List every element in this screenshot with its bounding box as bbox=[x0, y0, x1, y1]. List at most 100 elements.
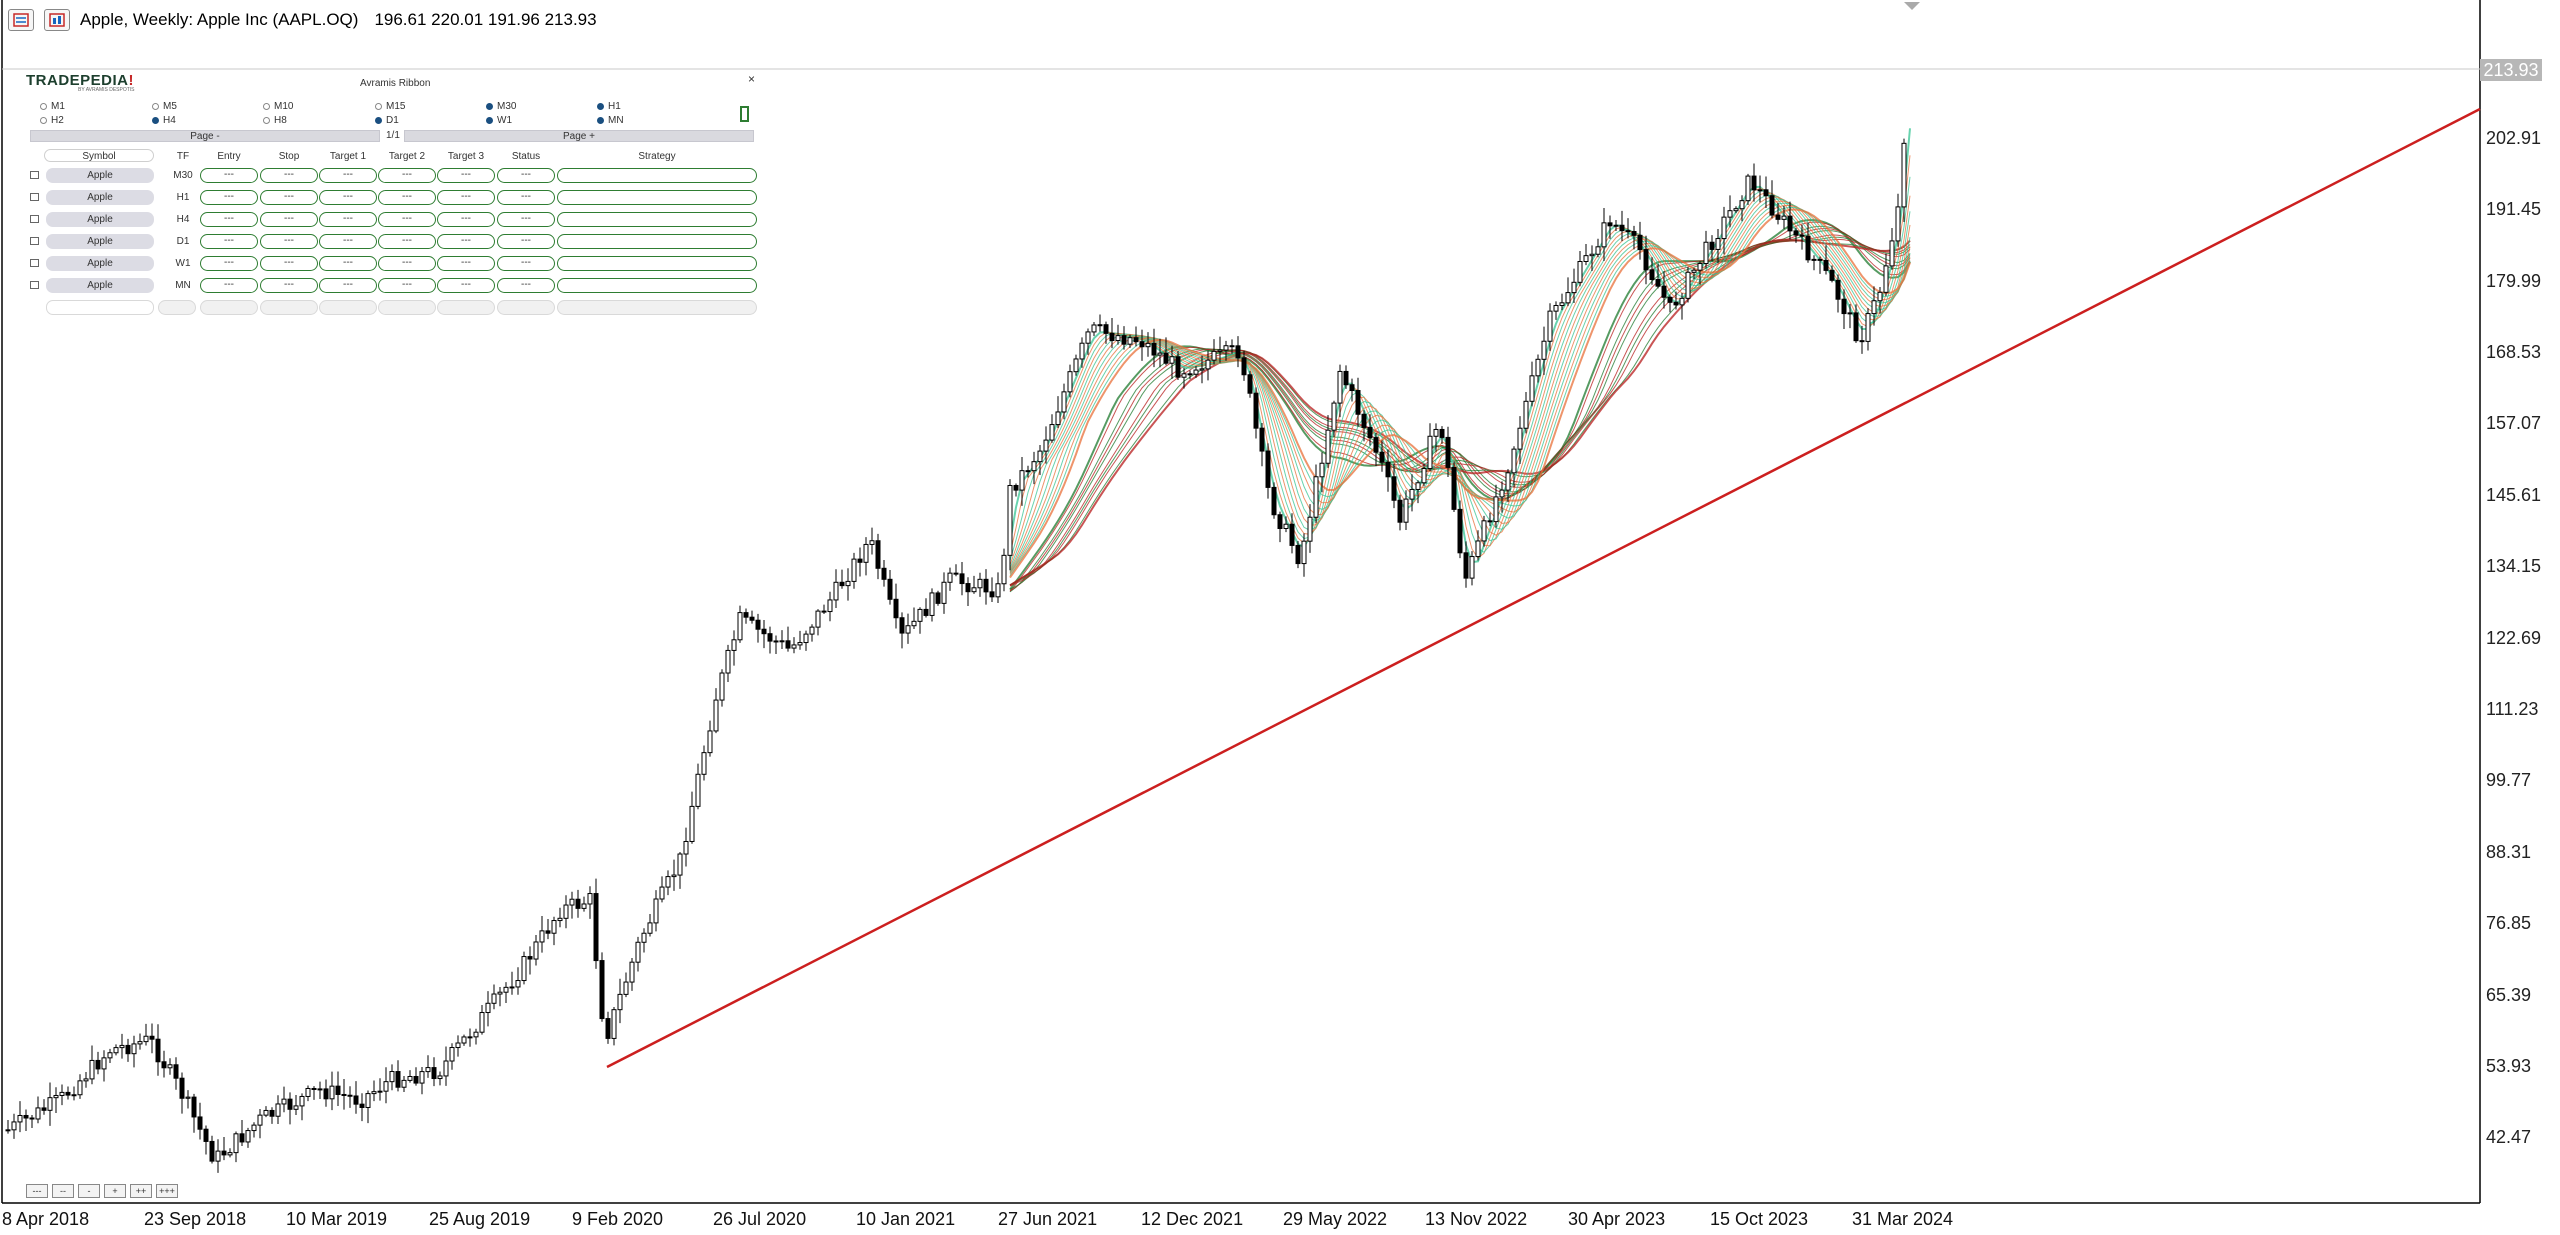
time-label: 10 Mar 2019 bbox=[286, 1209, 388, 1229]
candle-body bbox=[1181, 373, 1187, 378]
candle-body bbox=[1289, 523, 1295, 546]
candle-body bbox=[173, 1064, 179, 1079]
row-target3: --- bbox=[437, 256, 495, 271]
tf-radio-mn[interactable]: MN bbox=[597, 115, 624, 126]
table-row[interactable]: Apple H4 --- --- --- --- --- --- bbox=[22, 211, 760, 229]
candle-body bbox=[1451, 466, 1457, 510]
row-symbol[interactable]: Apple bbox=[46, 234, 154, 249]
candle-body bbox=[1901, 142, 1907, 208]
candle-body bbox=[521, 956, 527, 982]
tf-radio-d1[interactable]: D1 bbox=[375, 115, 399, 126]
candle-body bbox=[1481, 520, 1487, 542]
price-label: 122.69 bbox=[2486, 628, 2542, 648]
candle-body bbox=[1325, 429, 1331, 464]
price-label: 191.45 bbox=[2486, 199, 2542, 219]
tf-radio-m1[interactable]: M1 bbox=[40, 101, 65, 112]
candle-body bbox=[1673, 301, 1679, 306]
row-status: --- bbox=[497, 168, 555, 183]
zoom-in-button[interactable]: + bbox=[104, 1184, 126, 1198]
candle-body bbox=[1421, 468, 1427, 484]
row-checkbox[interactable] bbox=[30, 171, 39, 179]
table-row[interactable]: Apple MN --- --- --- --- --- --- bbox=[22, 277, 760, 295]
panel-toggle[interactable] bbox=[740, 106, 749, 122]
candle-body bbox=[365, 1093, 371, 1108]
row-symbol[interactable]: Apple bbox=[46, 256, 154, 271]
candle-body bbox=[1499, 489, 1505, 498]
time-label: 25 Aug 2019 bbox=[429, 1209, 531, 1229]
candle-body bbox=[1661, 285, 1667, 298]
page-prev-button[interactable]: Page - bbox=[30, 130, 380, 142]
candle-body bbox=[407, 1075, 413, 1081]
candle-body bbox=[881, 567, 887, 580]
candle-body bbox=[341, 1093, 347, 1096]
candle-body bbox=[149, 1035, 155, 1040]
tf-radio-w1[interactable]: W1 bbox=[486, 115, 512, 126]
candle-body bbox=[533, 941, 539, 960]
candle-body bbox=[1295, 544, 1301, 565]
tf-radio-h8[interactable]: H8 bbox=[263, 115, 287, 126]
row-symbol[interactable]: Apple bbox=[46, 168, 154, 183]
row-stop: --- bbox=[260, 168, 318, 183]
candle-body bbox=[191, 1096, 197, 1118]
candle-body bbox=[1355, 390, 1361, 415]
panel-title: Avramis Ribbon bbox=[360, 78, 431, 89]
zoom-in-more-button[interactable]: ++ bbox=[130, 1184, 152, 1198]
row-checkbox[interactable] bbox=[30, 281, 39, 289]
row-target1: --- bbox=[319, 190, 377, 205]
candle-body bbox=[1013, 484, 1019, 491]
row-target2: --- bbox=[378, 256, 436, 271]
candle-body bbox=[1619, 224, 1625, 232]
table-row[interactable]: Apple M30 --- --- --- --- --- --- bbox=[22, 167, 760, 185]
row-symbol[interactable]: Apple bbox=[46, 278, 154, 293]
tf-radio-m10[interactable]: M10 bbox=[263, 101, 293, 112]
row-checkbox[interactable] bbox=[30, 193, 39, 201]
candle-body bbox=[281, 1098, 287, 1105]
candle-body bbox=[1313, 476, 1319, 518]
tf-radio-h1[interactable]: H1 bbox=[597, 101, 621, 112]
candle-body bbox=[1667, 296, 1673, 303]
candle-body bbox=[1787, 215, 1793, 232]
column-header-stop: Stop bbox=[278, 151, 300, 162]
candle-body bbox=[221, 1150, 227, 1156]
tf-radio-m5[interactable]: M5 bbox=[152, 101, 177, 112]
zoom-out-max-button[interactable]: --- bbox=[26, 1184, 48, 1198]
close-icon[interactable]: × bbox=[748, 72, 756, 86]
candle-body bbox=[275, 1103, 281, 1117]
table-row-empty bbox=[22, 299, 760, 317]
table-row[interactable]: Apple D1 --- --- --- --- --- --- bbox=[22, 233, 760, 251]
tf-radio-h4[interactable]: H4 bbox=[152, 115, 176, 126]
support-trendline[interactable] bbox=[606, 107, 2481, 1069]
tf-radio-m15[interactable]: M15 bbox=[375, 101, 405, 112]
candle-body bbox=[785, 640, 791, 649]
candle-body bbox=[887, 578, 893, 600]
candle-body bbox=[1409, 488, 1415, 500]
zoom-in-max-button[interactable]: +++ bbox=[156, 1184, 178, 1198]
row-checkbox[interactable] bbox=[30, 259, 39, 267]
tf-radio-m30[interactable]: M30 bbox=[486, 101, 516, 112]
time-label: 29 May 2022 bbox=[1283, 1209, 1388, 1229]
candle-body bbox=[389, 1071, 395, 1083]
row-cell-empty bbox=[557, 300, 757, 315]
row-checkbox[interactable] bbox=[30, 237, 39, 245]
candle-body bbox=[935, 592, 941, 604]
row-checkbox[interactable] bbox=[30, 215, 39, 223]
price-label: 53.93 bbox=[2486, 1056, 2532, 1076]
candle-body bbox=[1319, 462, 1325, 478]
zoom-out-button[interactable]: - bbox=[78, 1184, 100, 1198]
row-cell-empty bbox=[497, 300, 555, 315]
row-symbol[interactable]: Apple bbox=[46, 212, 154, 227]
row-symbol[interactable]: Apple bbox=[46, 190, 154, 205]
table-row[interactable]: Apple H1 --- --- --- --- --- --- bbox=[22, 189, 760, 207]
candle-body bbox=[803, 633, 809, 644]
tf-radio-h2[interactable]: H2 bbox=[40, 115, 64, 126]
candle-body bbox=[1067, 371, 1073, 393]
candle-body bbox=[1025, 470, 1031, 473]
row-status: --- bbox=[497, 278, 555, 293]
candle-body bbox=[617, 993, 623, 1011]
table-row[interactable]: Apple W1 --- --- --- --- --- --- bbox=[22, 255, 760, 273]
page-next-button[interactable]: Page + bbox=[404, 130, 754, 142]
zoom-out-more-button[interactable]: -- bbox=[52, 1184, 74, 1198]
symbol-list-icon[interactable] bbox=[8, 9, 34, 31]
chart-type-icon[interactable] bbox=[44, 9, 70, 31]
